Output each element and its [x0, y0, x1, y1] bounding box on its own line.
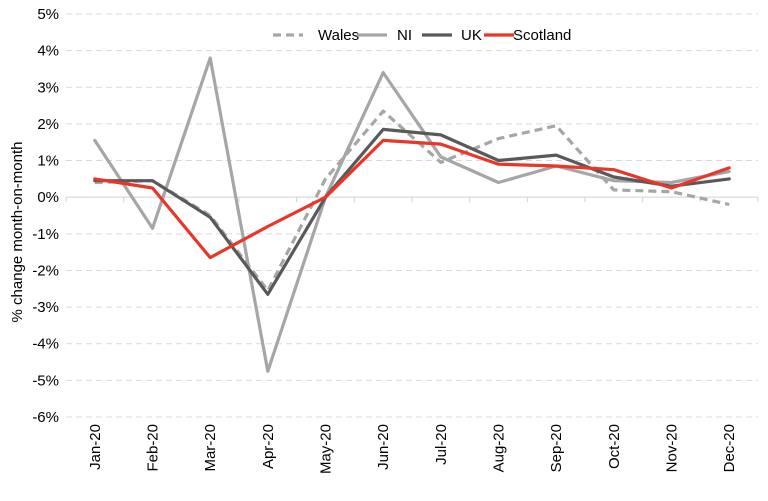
x-tick-label: Feb-20 [145, 424, 162, 472]
series-line-ni [93, 56, 731, 373]
x-tick-label: Mar-20 [202, 424, 219, 472]
x-tick-labels: Jan-20 Feb-20 Mar-20 Apr-20 May-20 Jun-20 Jul-… [87, 424, 738, 474]
x-tick-label: Nov-20 [664, 424, 681, 472]
y-tick-label: -2% [32, 262, 59, 279]
y-tick-label: -1% [32, 226, 59, 243]
legend-label-uk: UK [461, 27, 482, 44]
legend-label-wales: Wales [318, 27, 359, 44]
y-tick-label: -6% [32, 409, 59, 426]
y-tick-label: 4% [37, 43, 59, 60]
x-tick-label: Sep-20 [548, 424, 565, 472]
y-tick-labels: 5% 4% 3% 2% 1% 0% -1% -2% -3% -4% -5% -6% [32, 6, 59, 426]
y-tick-label: -5% [32, 372, 59, 389]
x-tick-label: Apr-20 [260, 424, 277, 469]
series-line-wales [94, 109, 730, 293]
series-line-scotland [93, 138, 731, 260]
x-tick-label: Oct-20 [606, 424, 623, 469]
series-lines [93, 56, 731, 373]
x-tick-label: May-20 [318, 424, 335, 474]
x-tick-label: Dec-20 [721, 424, 738, 472]
y-tick-label: -4% [32, 336, 59, 353]
y-tick-label: 5% [37, 6, 59, 23]
x-tick-label: Aug-20 [491, 424, 508, 472]
y-tick-label: 2% [37, 116, 59, 133]
y-tick-label: -3% [32, 299, 59, 316]
gridlines [66, 13, 758, 418]
legend: Wales NI UK Scotland [273, 27, 571, 44]
x-tick-label: Jul-20 [433, 424, 450, 465]
x-tick-label: Jan-20 [87, 424, 104, 470]
series-line-uk [93, 127, 731, 296]
y-tick-label: 1% [37, 153, 59, 170]
legend-label-ni: NI [397, 27, 412, 44]
legend-label-scotland: Scotland [513, 27, 571, 44]
x-tick-label: Jun-20 [375, 424, 392, 470]
y-tick-label: 3% [37, 79, 59, 96]
zero-axis [65, 196, 759, 203]
y-tick-label: 0% [37, 189, 59, 206]
y-axis-label: % change month-on-month [9, 142, 26, 323]
